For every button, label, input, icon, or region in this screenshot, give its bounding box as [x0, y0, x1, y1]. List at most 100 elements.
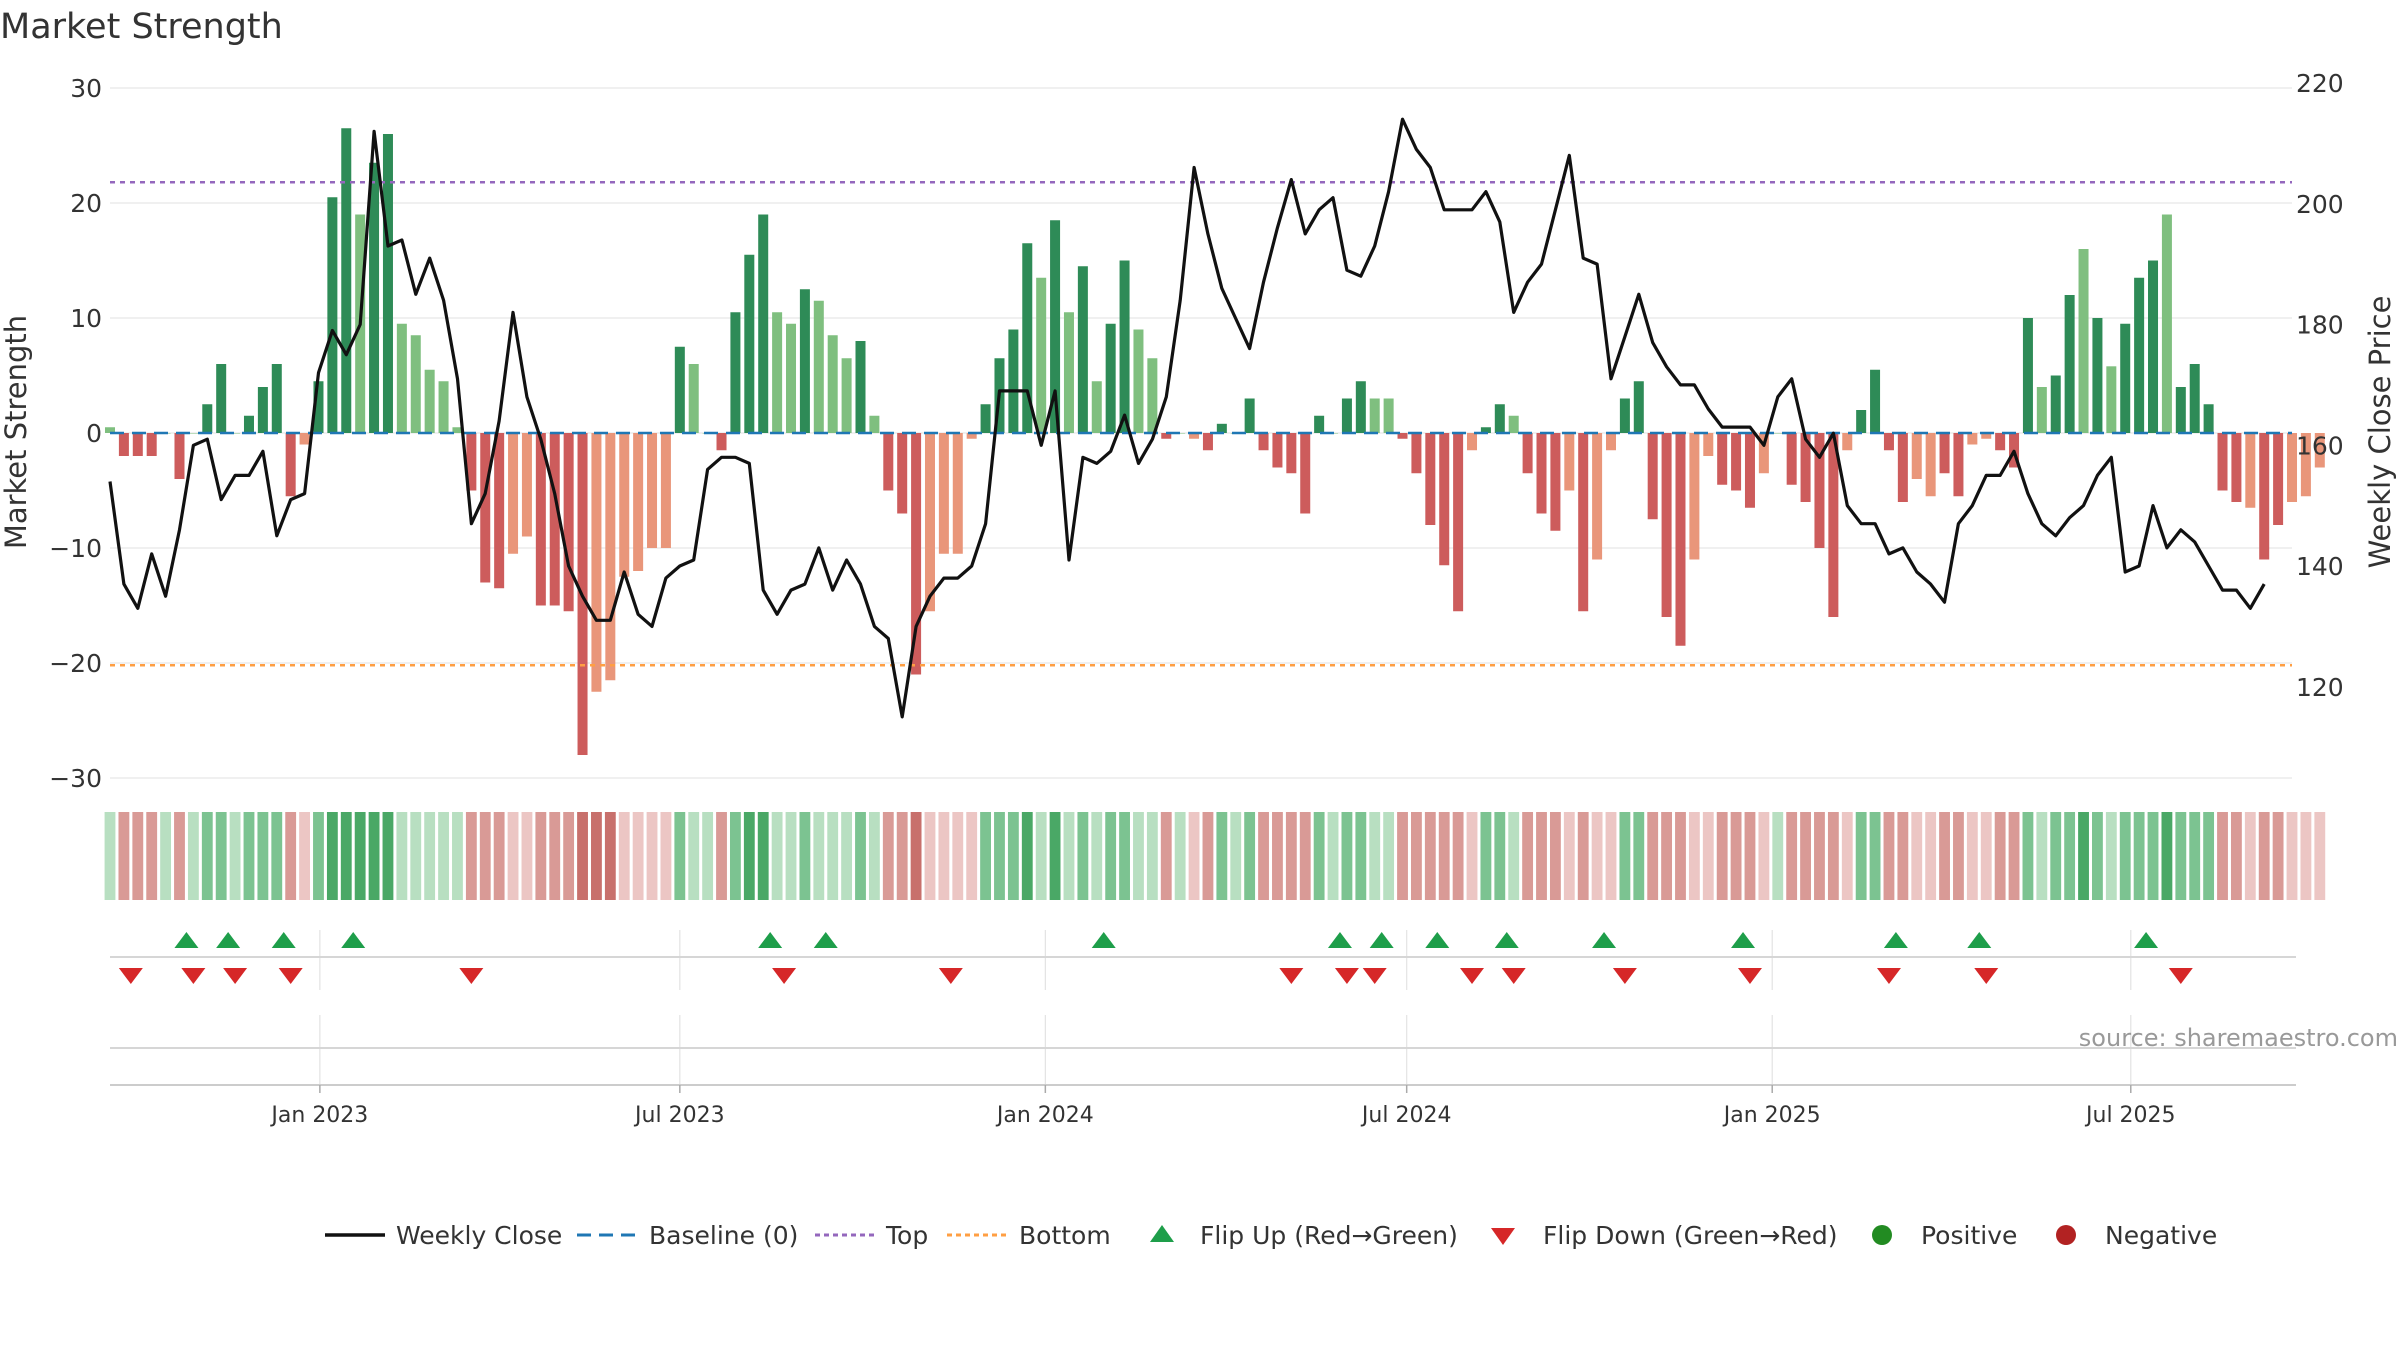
- strip-cell: [1786, 812, 1798, 900]
- flip-up-marker: [216, 932, 241, 948]
- strength-bar: [966, 433, 977, 439]
- strip-cell: [229, 812, 241, 900]
- strength-bar: [758, 214, 769, 433]
- strip-cell: [1160, 812, 1172, 900]
- strip-cell: [729, 812, 741, 900]
- x-tick-label: Jan 2025: [1722, 1103, 1821, 1128]
- strength-bar: [1425, 433, 1436, 525]
- strength-bar: [2203, 404, 2214, 433]
- strength-bar: [591, 433, 602, 692]
- strip-cell: [2036, 812, 2048, 900]
- strip-cell: [855, 812, 866, 900]
- strength-heat-strip: [104, 812, 2326, 900]
- strip-cell: [201, 812, 213, 900]
- strip-cell: [452, 812, 463, 900]
- strength-bars: [104, 128, 2325, 755]
- strength-bar: [2134, 277, 2145, 433]
- flip-up-marker: [1425, 932, 1450, 948]
- strength-bar: [1633, 381, 1644, 433]
- legend-item-bottom: Bottom: [947, 1221, 1111, 1250]
- strip-cell: [868, 812, 880, 900]
- strip-cell: [1827, 812, 1839, 900]
- strip-cell: [799, 812, 811, 900]
- strip-cell: [1730, 812, 1742, 900]
- flip-down-marker: [1876, 968, 1901, 984]
- strength-bar: [410, 335, 421, 433]
- flip-down-marker: [278, 968, 303, 984]
- close-line-group: [108, 117, 2266, 719]
- strength-bar: [104, 427, 116, 433]
- weekly-close-line: [108, 117, 2266, 719]
- strength-bar: [1842, 433, 1853, 451]
- strength-bar: [674, 346, 685, 433]
- legend-item-close: Weekly Close: [325, 1221, 562, 1250]
- strip-cell: [1577, 812, 1589, 900]
- strip-cell: [1174, 812, 1186, 900]
- strength-bar: [1758, 433, 1769, 474]
- strip-cell: [771, 812, 783, 900]
- legend-item-positive: Positive: [1872, 1221, 2017, 1250]
- flip-up-marker: [1883, 932, 1908, 948]
- flip-down-marker: [2168, 968, 2193, 984]
- strip-cell: [1980, 812, 1992, 900]
- strength-bar: [883, 433, 894, 491]
- strength-bar: [1939, 433, 1950, 474]
- flip-markers: [110, 932, 2296, 1049]
- strength-bar: [827, 335, 838, 433]
- strength-bar: [1147, 358, 1158, 433]
- strength-bar: [2217, 433, 2228, 491]
- strip-cell: [1758, 812, 1770, 900]
- strength-bar: [1133, 329, 1144, 433]
- strip-cell: [1883, 812, 1895, 900]
- flip-down-marker: [1974, 968, 1999, 984]
- strength-bar: [633, 433, 644, 571]
- strength-bar: [1953, 433, 1964, 497]
- strip-cell: [1230, 812, 1242, 900]
- strip-cell: [354, 812, 366, 900]
- flip-up-marker: [2134, 932, 2159, 948]
- strip-cell: [1119, 812, 1130, 900]
- strip-cell: [966, 812, 978, 900]
- strength-bar: [1995, 433, 2006, 451]
- strength-bar: [230, 433, 241, 434]
- strip-cell: [1591, 812, 1603, 900]
- flip-down-marker: [1460, 968, 1485, 984]
- strip-cell: [1188, 812, 1200, 900]
- strip-cell: [1216, 812, 1228, 900]
- strip-cell: [2133, 812, 2145, 900]
- strength-bar: [243, 415, 254, 433]
- strength-bar: [216, 364, 227, 433]
- strip-cell: [396, 812, 408, 900]
- strength-bar: [1189, 433, 1200, 439]
- legend-label: Bottom: [1019, 1221, 1111, 1250]
- strength-bar: [1883, 433, 1894, 451]
- y-axis-right: 220 200 180 160 140 120: [2296, 69, 2344, 702]
- strip-cell: [952, 812, 964, 900]
- strength-bar: [2106, 366, 2117, 433]
- strength-bar: [1272, 433, 1283, 468]
- legend-label: Weekly Close: [396, 1221, 562, 1250]
- strip-cell: [1146, 812, 1158, 900]
- strip-cell: [1035, 812, 1047, 900]
- strength-bar: [1077, 266, 1088, 433]
- strength-bar: [452, 427, 463, 433]
- strength-bar: [188, 433, 199, 434]
- strip-cell: [980, 812, 991, 900]
- flip-down-marker: [1334, 968, 1359, 984]
- strip-cell: [882, 812, 894, 900]
- strip-cell: [1299, 812, 1311, 900]
- strength-bar: [1453, 433, 1464, 612]
- strip-cell: [1661, 812, 1673, 900]
- strip-cell: [2230, 812, 2242, 900]
- strength-bar: [855, 341, 866, 433]
- strip-cell: [2092, 812, 2103, 900]
- strip-cell: [215, 812, 227, 900]
- strength-bar: [202, 404, 213, 433]
- strip-cell: [2050, 812, 2062, 900]
- y2-axis-label: Weekly Close Price: [2363, 296, 2397, 569]
- strip-cell: [813, 812, 825, 900]
- strip-cell: [1438, 812, 1450, 900]
- strip-cell: [132, 812, 144, 900]
- strength-bar: [1480, 427, 1491, 433]
